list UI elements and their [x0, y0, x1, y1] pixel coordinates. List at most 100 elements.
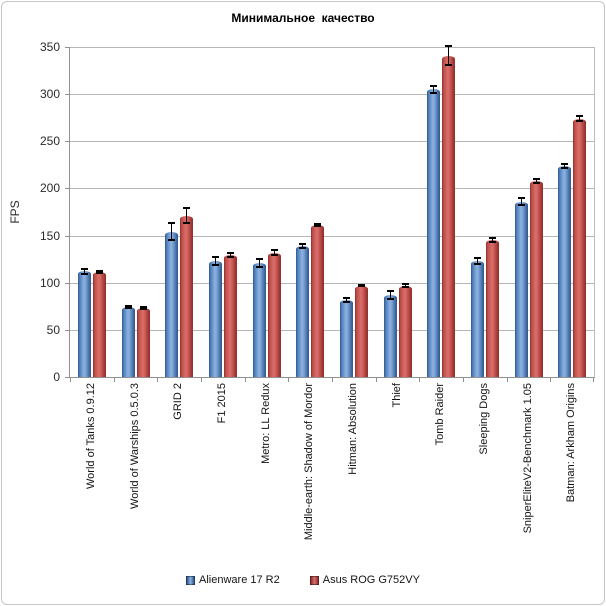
- error-bar: [448, 46, 450, 65]
- error-bar: [258, 259, 260, 267]
- error-bar-cap: [576, 114, 584, 117]
- x-category-label: F1 2015: [215, 383, 228, 424]
- bar-series1: [339, 299, 353, 377]
- legend-swatch: [309, 575, 319, 585]
- error-bar-cap: [386, 297, 394, 300]
- error-bar-cap: [445, 45, 453, 48]
- bar-series1: [558, 165, 572, 377]
- y-tick-label: 350: [39, 40, 60, 54]
- error-bar-cap: [270, 248, 278, 251]
- error-bar: [229, 253, 231, 258]
- x-axis-tick: [550, 378, 551, 382]
- bar-series1: [165, 231, 179, 377]
- legend-label: Asus ROG G752VY: [322, 574, 420, 586]
- y-axis-tick: [65, 94, 69, 96]
- error-bar-cap: [561, 162, 569, 165]
- y-tick-label: 300: [39, 87, 60, 102]
- y-tick-label: 50: [46, 322, 60, 337]
- x-axis-tick: [288, 378, 289, 382]
- bar-series2: [180, 215, 194, 377]
- x-category-label: Middle-earth: Shadow of Mordor: [303, 383, 316, 541]
- error-bar: [476, 258, 478, 264]
- x-axis-tick: [245, 378, 246, 382]
- bar-series2: [223, 255, 237, 377]
- x-category-label: Sleeping Dogs: [477, 383, 490, 455]
- y-tick-label: 250: [39, 134, 60, 149]
- error-bar: [302, 244, 304, 248]
- error-bar: [214, 257, 216, 265]
- error-bar-cap: [270, 254, 278, 257]
- x-category-label: Metro: LL Redux: [259, 383, 272, 464]
- error-bar-cap: [299, 243, 307, 246]
- bar-series2: [267, 252, 281, 377]
- error-bar-cap: [517, 196, 525, 199]
- x-category-label: Tomb Raider: [434, 383, 447, 446]
- error-bar-cap: [532, 181, 540, 184]
- bar-series1: [208, 261, 222, 377]
- error-bar-cap: [401, 282, 409, 285]
- error-bar: [433, 85, 435, 94]
- y-axis-tick: [65, 141, 69, 143]
- bar-series2: [573, 118, 587, 377]
- error-bar: [273, 249, 275, 256]
- x-category-label: Thief: [390, 383, 403, 408]
- legend-item: Alienware 17 R2: [186, 574, 280, 586]
- gridline: [70, 47, 594, 48]
- y-tick-label: 200: [39, 181, 60, 196]
- bar-series2: [442, 55, 456, 377]
- error-bar-cap: [139, 306, 147, 309]
- x-axis-labels: World of Tanks 0.9.12 World of Warships 0…: [69, 379, 593, 557]
- bar-series2: [311, 225, 325, 377]
- error-bar-cap: [299, 246, 307, 249]
- y-axis-tick: [65, 329, 69, 331]
- error-bar-cap: [80, 273, 88, 276]
- bar-series1: [514, 201, 528, 377]
- y-axis-tick: [65, 282, 69, 284]
- x-category-label: World of Tanks 0.9.12: [84, 383, 97, 489]
- error-bar: [345, 297, 347, 302]
- bar-series2: [354, 285, 368, 377]
- x-category-label: Hitman: Absolution: [346, 383, 359, 475]
- error-bar-cap: [386, 290, 394, 293]
- error-bar-cap: [95, 272, 103, 275]
- error-bar-cap: [314, 225, 322, 228]
- bar-series1: [296, 245, 310, 377]
- gridline: [70, 94, 594, 96]
- gridline: [70, 282, 594, 284]
- error-bar-cap: [139, 308, 147, 311]
- x-axis-tick: [507, 378, 508, 382]
- error-bar-cap: [124, 307, 132, 310]
- bar-series2: [92, 272, 106, 377]
- y-tick-label: 150: [39, 228, 60, 243]
- error-bar: [564, 163, 566, 168]
- x-axis-tick: [70, 378, 71, 382]
- error-bar-cap: [532, 178, 540, 180]
- x-category-label: World of Warships 0.5.0.3: [128, 383, 141, 509]
- error-bar-cap: [124, 305, 132, 308]
- y-axis-tick: [65, 235, 69, 237]
- x-axis-tick: [201, 378, 202, 382]
- y-axis-tick: [65, 47, 69, 48]
- error-bar-cap: [517, 204, 525, 207]
- plot-area: [65, 45, 595, 382]
- x-axis-tick: [593, 378, 594, 382]
- error-bar: [83, 268, 85, 275]
- bar-series1: [427, 89, 441, 377]
- error-bar: [404, 283, 406, 288]
- gridline: [70, 235, 594, 237]
- y-tick-label: 0: [53, 370, 60, 384]
- error-bar-cap: [445, 63, 453, 66]
- error-bar-cap: [211, 263, 219, 266]
- y-tick-label: 100: [39, 275, 60, 290]
- error-bar: [535, 179, 537, 183]
- error-bar-cap: [80, 267, 88, 270]
- error-bar-cap: [183, 207, 191, 210]
- chart-title: Минимальное качество: [231, 11, 375, 25]
- error-bar-cap: [342, 300, 350, 303]
- bar-series1: [470, 261, 484, 377]
- error-bar-cap: [561, 166, 569, 169]
- error-bar-cap: [255, 265, 263, 268]
- x-category-label: SniperEliteV2-Benchmark 1.05: [521, 383, 534, 534]
- bar-series1: [121, 307, 135, 377]
